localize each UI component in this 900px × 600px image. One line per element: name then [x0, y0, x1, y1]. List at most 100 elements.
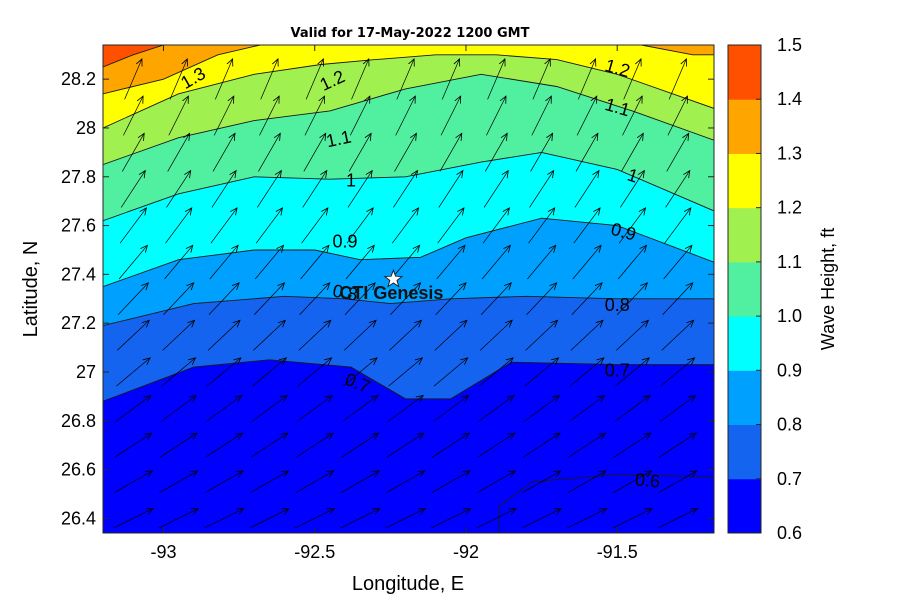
contour-label: 1 — [346, 170, 356, 190]
wave-arrow — [119, 208, 146, 244]
y-tick-label: 26.4 — [61, 508, 96, 528]
wave-arrow — [394, 133, 417, 172]
contour-label: 0.8 — [605, 295, 630, 315]
wave-arrow — [532, 59, 550, 100]
wave-arrow — [298, 320, 331, 351]
wave-arrow — [395, 96, 416, 136]
wave-arrow — [526, 283, 557, 315]
wave-arrow — [531, 96, 552, 136]
y-tick-label: 26.8 — [61, 411, 96, 431]
contour-line-1-1 — [103, 73, 714, 166]
wave-arrow — [387, 396, 423, 422]
wave-arrow — [620, 171, 644, 208]
band-1.1-4 — [103, 45, 714, 165]
wave-arrow — [478, 396, 514, 422]
wave-arrow — [664, 208, 691, 244]
wave-arrow — [342, 358, 377, 387]
wave-arrow — [393, 171, 417, 208]
wave-arrow — [480, 283, 511, 315]
plot-area: 0.70.80.911.11.21.3 1.21.110.90.80.70.6 — [103, 45, 714, 533]
wave-arrow — [576, 96, 597, 136]
y-axis-title: Latitude, N — [20, 241, 42, 338]
x-tick-label: -92.5 — [294, 542, 335, 562]
contour-line-0-7 — [103, 359, 714, 402]
wave-arrow — [479, 320, 512, 351]
wave-arrow — [207, 320, 240, 351]
wave-direction-arrows — [113, 59, 698, 529]
wave-arrow — [662, 283, 693, 315]
wave-arrow — [657, 509, 697, 529]
wave-arrow — [254, 245, 283, 280]
wave-arrow — [258, 133, 280, 172]
y-tick-label: 26.6 — [61, 460, 96, 480]
wave-arrow — [260, 59, 278, 100]
wave-arrow — [527, 245, 555, 280]
wave-arrow — [529, 171, 554, 208]
wave-arrow — [568, 433, 606, 458]
star-icon — [383, 268, 404, 288]
wave-arrow — [482, 208, 509, 244]
wave-arrow — [430, 509, 471, 529]
station-label: CTI Genesis — [339, 283, 443, 303]
wave-arrow — [123, 96, 143, 136]
wave-arrow — [342, 396, 377, 422]
wave-arrow — [166, 171, 191, 208]
y-tick-label: 27 — [76, 362, 96, 382]
wave-arrow — [432, 433, 469, 458]
wave-arrow — [117, 283, 148, 315]
colorbar-tick-label: 1.2 — [777, 198, 802, 218]
colorbar-tick-label: 1.5 — [777, 35, 802, 55]
wave-arrow — [340, 471, 379, 494]
wave-arrow — [658, 471, 697, 494]
wave-arrow — [437, 208, 464, 244]
wave-arrow — [574, 171, 599, 208]
contour-lines — [103, 45, 714, 533]
wave-arrow — [486, 96, 506, 136]
wave-arrow — [434, 320, 467, 351]
wave-arrow — [167, 133, 190, 172]
wave-arrow — [622, 96, 643, 136]
wave-arrow — [615, 358, 649, 387]
band-1.4-8 — [103, 45, 164, 67]
wave-arrow — [484, 133, 507, 172]
wave-arrow — [481, 245, 510, 280]
wave-arrow — [439, 133, 462, 172]
wave-arrow — [252, 358, 287, 387]
wave-arrow — [165, 208, 192, 244]
y-tick-label: 27.6 — [61, 216, 96, 236]
wave-arrow — [124, 59, 142, 100]
wave-arrow — [303, 133, 326, 172]
wave-arrow — [115, 396, 151, 422]
wave-arrow — [613, 433, 651, 458]
band-1.3-6 — [103, 45, 261, 94]
wave-arrow — [661, 320, 694, 351]
colorbar-segment — [728, 45, 761, 100]
colorbar-segment — [728, 316, 761, 371]
wave-arrow — [113, 471, 152, 494]
wave-arrow — [169, 59, 187, 100]
wave-arrow — [251, 396, 287, 422]
wave-arrow — [483, 171, 508, 208]
contour-label: 0.6 — [634, 469, 661, 491]
contour-label: 0.8 — [331, 281, 359, 305]
wave-arrow — [259, 96, 280, 136]
wave-arrow — [343, 320, 376, 351]
wave-arrow — [253, 283, 284, 315]
wave-arrow — [340, 509, 379, 529]
wave-arrow — [161, 358, 196, 387]
wave-arrow — [440, 96, 461, 136]
colorbar-tick-label: 0.9 — [777, 360, 802, 380]
wave-arrow — [341, 433, 379, 458]
wave-arrow — [351, 59, 369, 100]
contour-line-0-8 — [103, 295, 714, 327]
wave-arrow — [435, 283, 466, 315]
contour-label: 0.9 — [332, 231, 357, 251]
colorbar-segment — [728, 370, 761, 426]
wave-arrow — [621, 133, 643, 172]
wave-arrow — [208, 283, 239, 315]
wave-arrow — [667, 96, 688, 136]
wave-arrow — [616, 283, 647, 315]
band-below-0.6 — [499, 474, 714, 533]
wave-arrow — [250, 471, 288, 494]
wave-arrow — [523, 433, 560, 458]
